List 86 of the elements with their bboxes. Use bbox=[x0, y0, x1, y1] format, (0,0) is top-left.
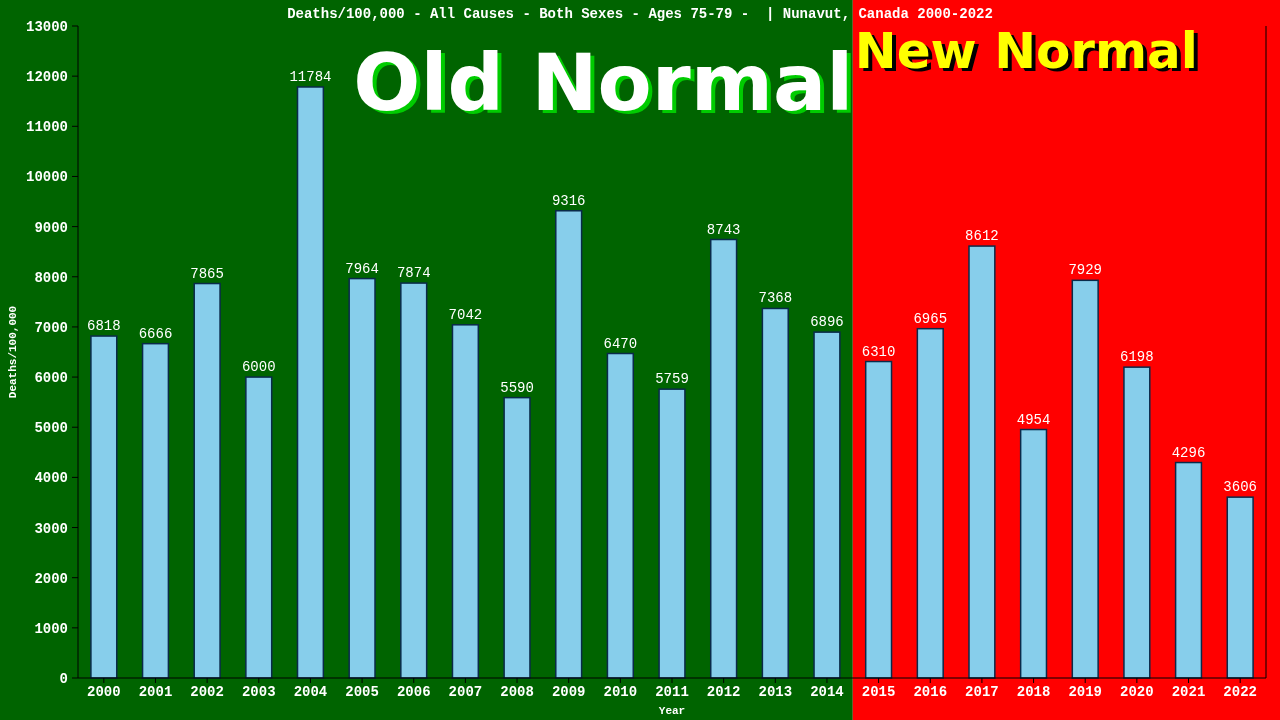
data-label: 7042 bbox=[448, 306, 483, 323]
y-tick-label: 9000 bbox=[34, 219, 68, 236]
data-label: 7964 bbox=[345, 260, 379, 277]
x-tick-label: 2008 bbox=[500, 684, 534, 700]
data-label: 6896 bbox=[810, 314, 844, 331]
bar bbox=[916, 327, 944, 679]
x-tick-label: 2007 bbox=[448, 684, 483, 700]
data-label: 7929 bbox=[1068, 262, 1103, 279]
bar bbox=[503, 396, 531, 679]
bar bbox=[606, 352, 635, 679]
bar bbox=[864, 360, 893, 679]
data-label: 6470 bbox=[603, 335, 638, 352]
x-tick-label: 2002 bbox=[190, 684, 224, 700]
y-tick-label: 5000 bbox=[34, 420, 68, 437]
y-tick-label: 13000 bbox=[25, 19, 68, 35]
x-tick-label: 2014 bbox=[810, 684, 844, 700]
x-tick-label: 2012 bbox=[706, 684, 741, 700]
x-tick-label: 2011 bbox=[655, 684, 689, 700]
data-label: 6198 bbox=[1120, 349, 1154, 366]
x-tick-label: 2017 bbox=[965, 684, 999, 700]
x-axis-title: Year bbox=[658, 705, 686, 717]
x-tick-label: 2019 bbox=[1068, 684, 1103, 700]
data-label: 4296 bbox=[1171, 444, 1206, 461]
x-tick-label: 2013 bbox=[758, 684, 793, 700]
x-tick-label: 2020 bbox=[1120, 684, 1154, 700]
data-label: 6965 bbox=[913, 310, 948, 327]
y-tick-label: 7000 bbox=[34, 319, 68, 336]
data-label: 9316 bbox=[551, 192, 586, 209]
bar bbox=[1019, 428, 1048, 679]
x-tick-label: 2022 bbox=[1223, 684, 1257, 700]
y-tick-label: 8000 bbox=[34, 269, 68, 286]
x-tick-label: 2018 bbox=[1016, 684, 1051, 700]
bar bbox=[555, 210, 583, 679]
data-label: 6310 bbox=[861, 343, 896, 360]
x-tick-label: 2005 bbox=[345, 684, 379, 700]
data-label: 11784 bbox=[289, 68, 332, 85]
y-tick-label: 4000 bbox=[34, 470, 68, 487]
x-tick-label: 2016 bbox=[913, 684, 948, 700]
x-tick-label: 2010 bbox=[603, 684, 638, 700]
bar bbox=[709, 238, 738, 679]
y-tick-label: 10000 bbox=[25, 169, 68, 186]
data-label: 6818 bbox=[87, 318, 121, 335]
x-tick-label: 2015 bbox=[861, 684, 896, 700]
data-label: 5759 bbox=[655, 371, 689, 388]
x-tick-label: 2006 bbox=[396, 684, 431, 700]
data-label: 6000 bbox=[241, 359, 276, 376]
x-tick-label: 2009 bbox=[551, 684, 586, 700]
bar bbox=[141, 342, 170, 679]
bar bbox=[296, 86, 325, 679]
data-label: 5590 bbox=[500, 379, 534, 396]
y-tick-label: 3000 bbox=[34, 520, 68, 537]
x-tick-label: 2021 bbox=[1171, 684, 1206, 700]
y-tick-label: 1000 bbox=[34, 620, 68, 637]
bar bbox=[400, 282, 428, 679]
data-label: 7368 bbox=[758, 290, 793, 307]
y-tick-label: 11000 bbox=[25, 119, 68, 136]
bar bbox=[90, 335, 118, 679]
y-tick-label: 2000 bbox=[34, 570, 68, 587]
bar bbox=[1123, 366, 1151, 679]
bar bbox=[193, 282, 221, 679]
bar bbox=[348, 277, 376, 679]
y-tick-label: 6000 bbox=[34, 370, 68, 387]
x-tick-label: 2001 bbox=[138, 684, 173, 700]
data-label: 7865 bbox=[190, 265, 224, 282]
x-tick-label: 2004 bbox=[293, 684, 328, 700]
chart-title: Deaths/100,000 - All Causes - Both Sexes - Ages 75-79 - | Nunavut, Canada 2000-2022 bbox=[287, 6, 993, 22]
bar bbox=[1071, 279, 1099, 679]
data-label: 8743 bbox=[706, 221, 741, 238]
bar bbox=[813, 331, 841, 679]
bar bbox=[658, 388, 686, 679]
x-tick-label: 2000 bbox=[87, 684, 121, 700]
x-tick-label: 2003 bbox=[241, 684, 276, 700]
y-tick-label: 0 bbox=[59, 671, 68, 687]
bar bbox=[451, 324, 480, 679]
data-label: 8612 bbox=[965, 228, 999, 245]
y-tick-label: 12000 bbox=[25, 69, 68, 86]
bar bbox=[968, 245, 996, 679]
bar bbox=[245, 376, 273, 679]
data-label: 4954 bbox=[1016, 411, 1051, 428]
bar bbox=[1226, 496, 1254, 679]
y-axis-title: Deaths/100,000 bbox=[7, 305, 19, 399]
bar bbox=[1174, 461, 1203, 679]
data-label: 7874 bbox=[396, 265, 431, 282]
bar bbox=[761, 307, 789, 679]
data-label: 6666 bbox=[138, 325, 173, 342]
data-label: 3606 bbox=[1223, 479, 1257, 496]
